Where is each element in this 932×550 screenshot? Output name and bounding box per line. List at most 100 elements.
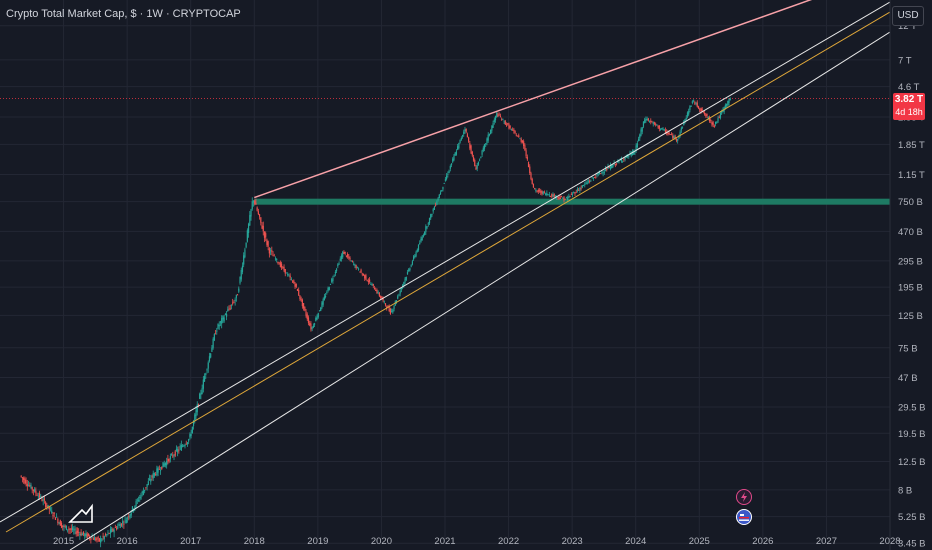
- candle-body: [293, 280, 295, 284]
- candle-body: [532, 183, 535, 188]
- candle-body: [73, 529, 75, 531]
- candle-body: [236, 294, 239, 296]
- candle-body: [656, 124, 658, 126]
- candle-body: [728, 98, 730, 103]
- candle-body: [376, 289, 378, 294]
- candle-body: [206, 369, 208, 371]
- candle-body: [216, 330, 218, 332]
- candle-body: [645, 119, 647, 121]
- candle-body: [579, 187, 581, 191]
- candle-body: [183, 445, 185, 447]
- candle-body: [195, 410, 197, 417]
- candle-body: [567, 197, 569, 201]
- candle-body: [472, 157, 475, 161]
- candle-body: [174, 451, 176, 456]
- candle-body: [238, 288, 240, 292]
- candle-body: [172, 455, 174, 457]
- candle-body: [624, 157, 626, 160]
- candle-body: [675, 139, 678, 141]
- candle-body: [21, 477, 24, 479]
- candle-body: [521, 140, 524, 143]
- candle-body: [598, 171, 601, 175]
- candle-body: [607, 166, 609, 169]
- candle-body: [504, 121, 506, 125]
- candle-body: [537, 189, 539, 192]
- candle-body: [80, 532, 82, 536]
- candle-body: [233, 302, 235, 304]
- candle-body: [373, 288, 376, 290]
- candle-body: [272, 255, 274, 257]
- lightning-icon[interactable]: [736, 489, 752, 505]
- candle-body: [304, 306, 306, 311]
- candle-body: [76, 530, 79, 533]
- candle-body: [336, 269, 338, 271]
- candle-body: [71, 527, 74, 531]
- candle-body: [287, 274, 289, 276]
- chart-title: Crypto Total Market Cap, $ · 1W · CRYPTO…: [6, 8, 241, 20]
- candle-body: [170, 454, 173, 456]
- candle-body: [498, 114, 500, 116]
- candle-body: [289, 275, 291, 278]
- candle-series: [20, 97, 731, 548]
- candle-body: [81, 533, 83, 536]
- candle-body: [525, 150, 527, 157]
- x-tick-label: 2024: [625, 536, 646, 547]
- candle-body: [75, 531, 77, 535]
- candle-body: [549, 196, 552, 197]
- candle-body: [398, 294, 400, 296]
- us-flag-icon[interactable]: [736, 509, 752, 525]
- candle-body: [694, 102, 696, 104]
- candle-body: [250, 209, 252, 217]
- candle-body: [247, 224, 250, 234]
- candle-body: [109, 529, 112, 534]
- candle-body: [459, 139, 461, 143]
- candle-body: [580, 188, 582, 189]
- candle-body: [221, 318, 223, 324]
- candle-body: [311, 327, 313, 329]
- candle-body: [369, 279, 371, 282]
- candle-body: [345, 255, 347, 257]
- candle-body: [52, 515, 54, 516]
- candle-body: [60, 522, 63, 528]
- support-zone: [254, 198, 891, 205]
- candle-body: [510, 129, 513, 131]
- candle-body: [120, 523, 123, 526]
- candle-body: [669, 134, 671, 136]
- x-tick-label: 2019: [307, 536, 328, 547]
- candle-body: [104, 534, 107, 536]
- candle-body: [536, 190, 538, 192]
- candle-body: [545, 193, 547, 195]
- candle-body: [30, 484, 32, 489]
- candle-body: [225, 313, 228, 317]
- candle-body: [90, 537, 92, 541]
- candle-body: [584, 184, 586, 185]
- currency-selector[interactable]: USD: [892, 6, 924, 26]
- candle-body: [664, 130, 667, 134]
- candle-body: [615, 163, 618, 165]
- candle-body: [98, 538, 101, 542]
- candle-body: [361, 273, 363, 275]
- candle-body: [507, 123, 509, 125]
- candle-body: [471, 151, 473, 156]
- candle-body: [593, 177, 596, 178]
- candle-body: [403, 282, 405, 286]
- candle-body: [491, 126, 493, 131]
- candle-body: [317, 313, 319, 318]
- candle-body: [411, 261, 413, 265]
- candle-body: [534, 188, 536, 190]
- candle-body: [27, 485, 30, 486]
- candle-body: [343, 252, 345, 254]
- candle-body: [438, 194, 440, 199]
- candle-body: [108, 533, 110, 534]
- candle-body: [442, 186, 444, 190]
- x-tick-label: 2016: [117, 536, 138, 547]
- y-tick-label: 47 B: [898, 373, 918, 384]
- tradingview-logo-icon[interactable]: [68, 503, 93, 523]
- candle-body: [538, 190, 541, 192]
- candle-body: [344, 251, 346, 254]
- candle-body: [173, 455, 175, 457]
- candle-body: [190, 433, 192, 436]
- candle-body: [93, 537, 96, 541]
- candle-body: [585, 182, 587, 184]
- candle-body: [397, 296, 399, 299]
